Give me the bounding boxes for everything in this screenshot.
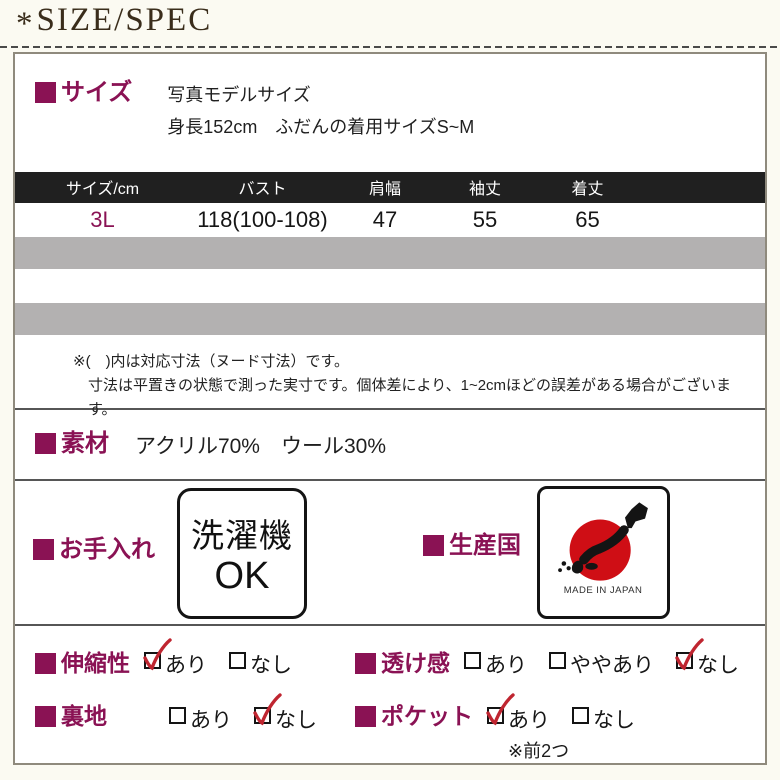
bullet-square-icon [35, 706, 56, 727]
option-sheer-ari: あり [464, 649, 527, 679]
title-asterisk-icon: * [16, 6, 35, 42]
washing-machine-ok-badge: 洗濯機 OK [177, 488, 307, 620]
checkbox-icon [549, 652, 566, 669]
col-header-size: サイズ/cm [65, 181, 140, 199]
note-line1: ※( )内は対応寸法（ヌード寸法）です。 [73, 352, 350, 370]
checkbox-icon [572, 707, 589, 724]
measurement-notes: ※( )内は対応寸法（ヌード寸法）です。 寸法は平置きの状態で測った実寸です。個… [15, 335, 765, 418]
origin-label: 生産国 [423, 533, 521, 559]
page-title: *SIZE/SPEC [16, 2, 213, 42]
option-sheer-nashi: なし [675, 638, 739, 679]
checkmark-icon [253, 693, 282, 726]
checkbox-icon [464, 652, 481, 669]
dashed-divider [0, 46, 780, 48]
spec-checklist-section: 伸縮性 あり なし [15, 626, 765, 763]
option-lining-ari: あり [169, 704, 232, 734]
bullet-square-icon [35, 433, 56, 455]
care-origin-section: お手入れ 洗濯機 OK 生産国 MADE IN JAPAN [15, 481, 765, 626]
sheerness-label: 透け感 [355, 651, 450, 676]
option-stretch-ari: あり [143, 638, 207, 679]
checkbox-icon [253, 693, 282, 726]
size-table-header: サイズ/cm バスト 肩幅 袖丈 着丈 [15, 171, 765, 203]
bullet-square-icon [33, 539, 54, 561]
option-sheer-yaya-ari: ややあり [549, 649, 654, 679]
empty-row-stripe [15, 236, 765, 269]
cell-bust: 118(100-108) [197, 206, 328, 232]
care-badge-line1: 洗濯機 [191, 517, 293, 555]
empty-row-stripe [15, 268, 765, 303]
col-header-sleeve: 袖丈 [468, 181, 501, 199]
made-in-japan-badge: MADE IN JAPAN [537, 486, 670, 620]
cell-size: 3L [90, 206, 115, 232]
care-label: お手入れ [33, 537, 155, 563]
option-stretch-nashi: なし [229, 649, 292, 679]
checkmark-icon [486, 693, 515, 726]
bullet-square-icon [355, 653, 376, 675]
checkbox-icon [675, 638, 704, 671]
lining-spec: 裏地 あり なし [15, 693, 353, 734]
pocket-spec: ポケット あり ※前2つ [353, 693, 765, 763]
spec-row-2: 裏地 あり なし [15, 693, 765, 763]
col-header-bust: バスト [238, 181, 287, 199]
bullet-square-icon [35, 82, 56, 103]
col-header-shoulder: 肩幅 [368, 181, 401, 199]
cell-sleeve: 55 [472, 206, 498, 232]
size-table: サイズ/cm バスト 肩幅 袖丈 着丈 3L 118(100-108) 47 5… [15, 171, 765, 335]
col-header-length: 着丈 [571, 181, 604, 199]
care-badge-line2: OK [214, 555, 270, 598]
checkmark-icon [143, 638, 172, 671]
option-lining-nashi: なし [253, 693, 317, 734]
cell-length: 65 [575, 206, 600, 232]
material-value: アクリル70% ウール30% [135, 434, 387, 458]
title-text: SIZE/SPEC [36, 2, 213, 38]
bullet-square-icon [355, 706, 376, 727]
size-label: サイズ [35, 79, 132, 172]
model-size-line2: 身長152cm ふだんの着用サイズS~M [167, 116, 475, 137]
option-pocket-ari: あり [486, 693, 550, 734]
bullet-square-icon [423, 535, 444, 557]
checkbox-icon [229, 652, 246, 669]
size-section: サイズ 写真モデルサイズ 身長152cm ふだんの着用サイズS~M [15, 54, 765, 172]
empty-row-stripe [15, 302, 765, 335]
pocket-note: ※前2つ [508, 741, 570, 761]
model-size-line1: 写真モデルサイズ [167, 85, 311, 105]
sheerness-spec: 透け感 あり ややあり [353, 638, 765, 679]
spec-box: サイズ 写真モデルサイズ 身長152cm ふだんの着用サイズS~M サイズ/cm… [13, 52, 767, 765]
checkbox-icon [143, 638, 172, 671]
model-size-description: 写真モデルサイズ 身長152cm ふだんの着用サイズS~M [167, 80, 474, 172]
spec-row-1: 伸縮性 あり なし [15, 636, 765, 692]
bullet-square-icon [35, 653, 56, 675]
material-label: 素材 [35, 430, 109, 457]
pocket-label: ポケット [355, 703, 473, 729]
checkbox-icon [486, 693, 515, 726]
option-pocket-nashi: なし [572, 704, 635, 763]
checkbox-icon [169, 707, 186, 724]
stretch-spec: 伸縮性 あり なし [15, 638, 353, 679]
table-row: 3L 118(100-108) 47 55 65 [15, 203, 765, 237]
stretch-label: 伸縮性 [35, 651, 130, 676]
made-in-japan-text: MADE IN JAPAN [564, 586, 643, 597]
checkmark-icon [675, 638, 704, 671]
material-section: 素材 アクリル70% ウール30% [15, 410, 765, 482]
japan-map-icon: MADE IN JAPAN [558, 502, 648, 597]
lining-label: 裏地 [35, 703, 107, 729]
note-line2: 寸法は平置きの状態で測った実寸です。個体差により、1~2cmほどの誤差がある場合… [88, 376, 732, 418]
cell-shoulder: 47 [372, 206, 398, 232]
